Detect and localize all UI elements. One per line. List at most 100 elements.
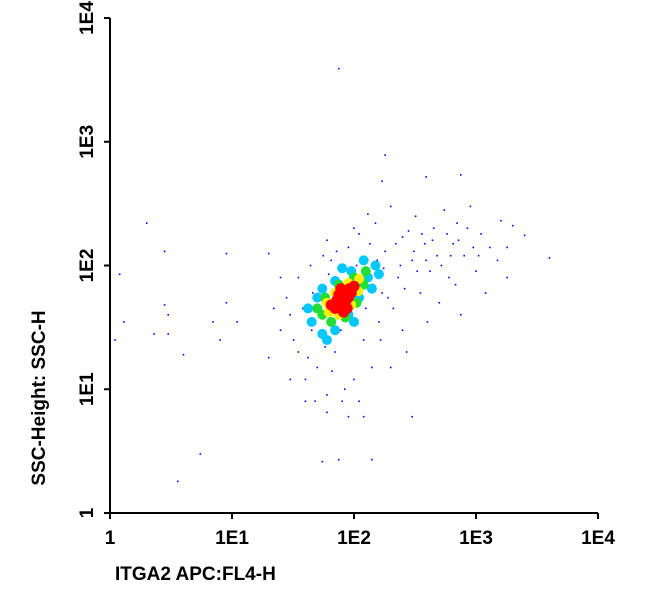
point xyxy=(454,283,457,286)
point xyxy=(484,292,487,294)
point xyxy=(219,339,221,341)
point xyxy=(354,273,365,284)
point xyxy=(334,351,336,353)
point xyxy=(118,273,121,276)
point xyxy=(443,209,446,211)
point xyxy=(272,307,275,310)
point xyxy=(167,313,170,316)
point xyxy=(423,242,426,245)
point xyxy=(343,388,346,391)
point xyxy=(384,154,386,156)
point xyxy=(457,239,460,242)
point xyxy=(358,400,360,403)
point xyxy=(292,339,295,341)
point xyxy=(279,276,282,279)
point xyxy=(337,458,340,461)
point xyxy=(306,316,317,327)
x-tick-label: 1E4 xyxy=(581,528,615,549)
point xyxy=(322,254,325,257)
point xyxy=(389,205,392,208)
point xyxy=(337,263,348,274)
point xyxy=(394,242,397,245)
point xyxy=(419,292,422,294)
point xyxy=(463,254,465,257)
point xyxy=(469,205,472,208)
point xyxy=(225,301,228,304)
point xyxy=(289,313,292,316)
point xyxy=(421,233,423,235)
point xyxy=(425,176,427,178)
point xyxy=(304,400,307,403)
point xyxy=(413,250,415,253)
point xyxy=(326,411,328,414)
point xyxy=(362,415,365,418)
x-axis-title: ITGA2 APC:FL4-H xyxy=(115,564,276,585)
point xyxy=(326,239,328,242)
y-tick-label: 1E4 xyxy=(77,1,98,35)
point xyxy=(317,283,328,294)
point xyxy=(440,264,443,267)
point xyxy=(325,299,337,311)
point xyxy=(321,335,332,346)
point xyxy=(381,292,383,294)
point xyxy=(456,222,458,224)
point xyxy=(369,242,371,245)
point xyxy=(312,292,314,294)
point xyxy=(163,304,166,306)
point xyxy=(301,307,304,310)
point xyxy=(312,292,323,303)
point xyxy=(466,227,469,230)
point xyxy=(459,174,462,176)
y-axis-title: SSC-Height: SSC-H xyxy=(29,310,50,485)
point xyxy=(381,180,383,182)
point xyxy=(316,366,319,369)
point xyxy=(279,329,282,332)
point xyxy=(358,233,360,235)
x-tick-label: 1 xyxy=(105,528,116,549)
point xyxy=(397,276,399,279)
point xyxy=(177,480,179,483)
x-tick-label: 1E2 xyxy=(337,528,371,549)
point xyxy=(426,321,429,323)
point xyxy=(321,460,324,463)
point xyxy=(477,254,480,257)
point xyxy=(326,316,337,327)
x-tick-label: 1E1 xyxy=(215,528,249,549)
point xyxy=(347,246,350,249)
point xyxy=(523,234,526,237)
point xyxy=(199,453,202,455)
point xyxy=(432,227,435,230)
point xyxy=(335,283,347,295)
point xyxy=(304,378,307,381)
point xyxy=(360,266,371,277)
y-tick-label: 1E1 xyxy=(77,372,98,406)
point xyxy=(459,313,462,316)
point xyxy=(373,269,384,280)
point xyxy=(511,224,514,227)
point xyxy=(340,329,342,332)
point xyxy=(416,270,419,272)
point xyxy=(307,356,309,359)
point xyxy=(341,400,343,403)
point xyxy=(310,329,313,332)
point xyxy=(355,264,358,267)
point xyxy=(267,356,270,359)
point xyxy=(370,260,381,271)
point xyxy=(414,215,417,218)
y-tick-label: 1E3 xyxy=(77,125,98,159)
point xyxy=(379,339,382,341)
point xyxy=(335,250,338,253)
point xyxy=(378,321,380,323)
point xyxy=(371,458,373,461)
point xyxy=(362,339,365,341)
point xyxy=(376,259,379,262)
plot-area xyxy=(114,67,551,483)
point xyxy=(353,227,355,230)
point xyxy=(153,333,155,335)
point xyxy=(371,366,373,369)
point xyxy=(389,366,392,369)
point xyxy=(327,273,330,276)
point xyxy=(297,276,300,279)
point xyxy=(500,219,502,222)
point xyxy=(312,303,323,314)
